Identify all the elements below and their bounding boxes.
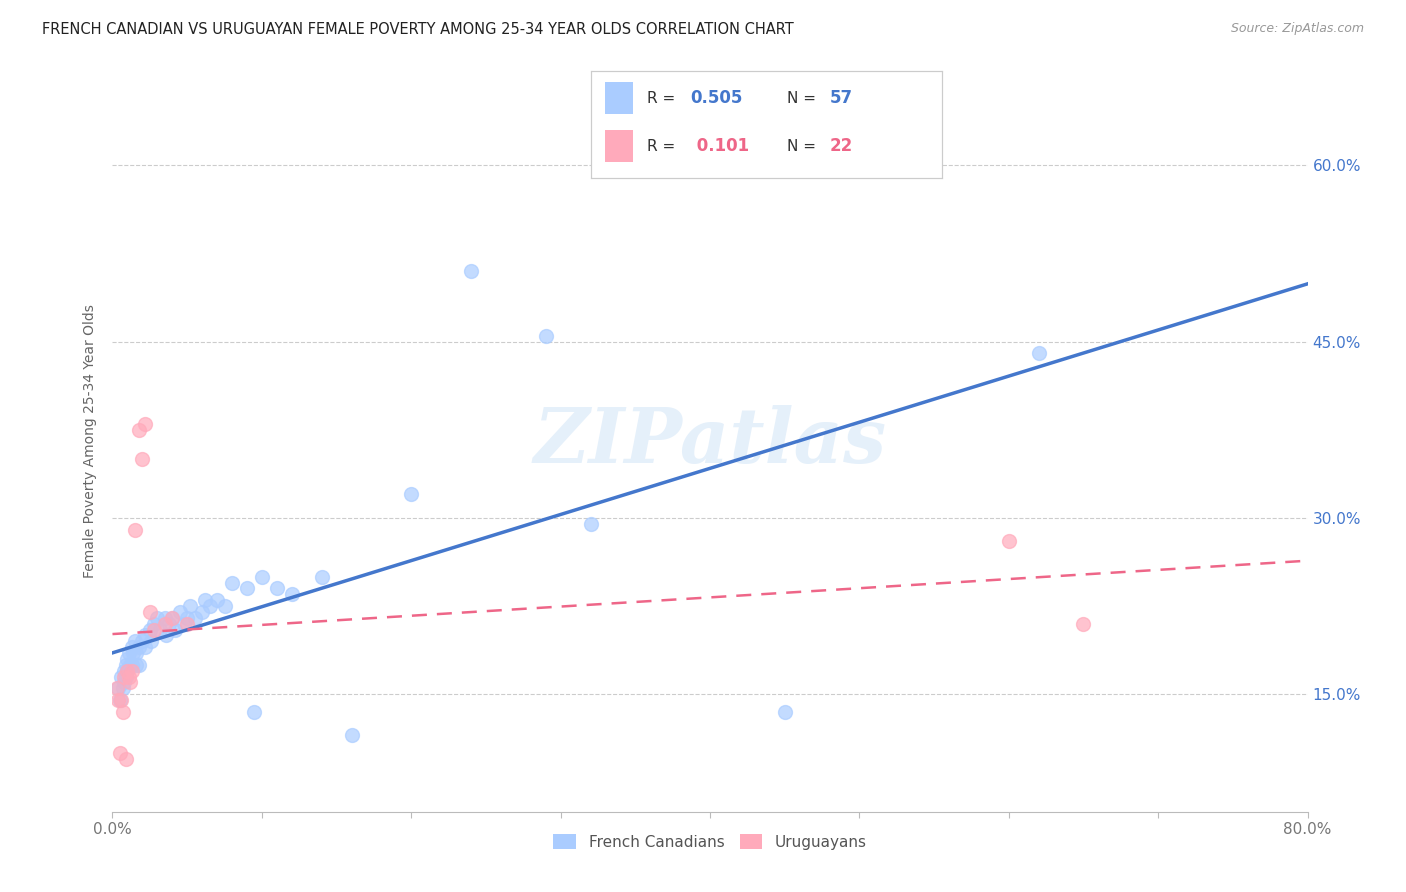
Point bbox=[155, 628, 177, 642]
Point bbox=[250, 570, 273, 584]
Bar bbox=[605, 82, 633, 114]
Point bbox=[110, 669, 132, 683]
Text: Source: ZipAtlas.com: Source: ZipAtlas.com bbox=[1230, 22, 1364, 36]
Point bbox=[117, 652, 139, 666]
Point bbox=[183, 611, 205, 625]
Point bbox=[236, 582, 259, 596]
Point bbox=[107, 693, 129, 707]
Point bbox=[1028, 346, 1050, 360]
Point bbox=[179, 599, 201, 613]
Point bbox=[122, 646, 145, 660]
Text: R =: R = bbox=[647, 139, 681, 153]
Point bbox=[118, 669, 141, 683]
Point bbox=[139, 605, 162, 619]
Text: 0.101: 0.101 bbox=[690, 137, 749, 155]
Point bbox=[176, 616, 198, 631]
Point bbox=[131, 634, 153, 648]
Point bbox=[128, 640, 150, 655]
Text: N =: N = bbox=[787, 91, 821, 105]
Text: ZIPatlas: ZIPatlas bbox=[533, 405, 887, 478]
Point bbox=[534, 328, 557, 343]
Point bbox=[117, 664, 139, 678]
Point bbox=[460, 264, 482, 278]
Point bbox=[1073, 616, 1095, 631]
Point bbox=[176, 611, 198, 625]
Point bbox=[340, 728, 363, 742]
Point bbox=[124, 634, 146, 648]
Point bbox=[221, 575, 243, 590]
Point bbox=[120, 675, 142, 690]
Point bbox=[108, 693, 131, 707]
Point bbox=[121, 640, 143, 655]
Point bbox=[214, 599, 236, 613]
Point bbox=[205, 593, 228, 607]
Point bbox=[191, 605, 214, 619]
Point bbox=[311, 570, 333, 584]
Point bbox=[118, 646, 141, 660]
Point bbox=[111, 681, 134, 696]
Point bbox=[114, 664, 135, 678]
Point bbox=[169, 605, 191, 619]
Point bbox=[173, 616, 195, 631]
Point bbox=[149, 623, 172, 637]
Point bbox=[120, 657, 142, 672]
Text: 57: 57 bbox=[830, 89, 852, 107]
Point bbox=[115, 657, 138, 672]
Point bbox=[131, 452, 153, 467]
Point bbox=[401, 487, 423, 501]
Text: 22: 22 bbox=[830, 137, 853, 155]
Point bbox=[125, 646, 148, 660]
Point bbox=[157, 616, 180, 631]
Text: FRENCH CANADIAN VS URUGUAYAN FEMALE POVERTY AMONG 25-34 YEAR OLDS CORRELATION CH: FRENCH CANADIAN VS URUGUAYAN FEMALE POVE… bbox=[42, 22, 794, 37]
Point bbox=[121, 657, 143, 672]
Point bbox=[153, 616, 176, 631]
Point bbox=[134, 628, 156, 642]
Point bbox=[107, 681, 129, 696]
Point bbox=[139, 623, 162, 637]
Point bbox=[117, 664, 139, 678]
Point bbox=[146, 611, 169, 625]
Point bbox=[114, 675, 135, 690]
Y-axis label: Female Poverty Among 25-34 Year Olds: Female Poverty Among 25-34 Year Olds bbox=[83, 304, 97, 579]
Point bbox=[998, 534, 1021, 549]
Point bbox=[114, 669, 135, 683]
Point bbox=[121, 664, 143, 678]
Point bbox=[773, 705, 796, 719]
Text: N =: N = bbox=[787, 139, 821, 153]
Point bbox=[134, 417, 156, 431]
Point bbox=[141, 634, 163, 648]
Point bbox=[162, 611, 183, 625]
Point bbox=[281, 587, 304, 601]
Point bbox=[153, 611, 176, 625]
Point bbox=[124, 523, 146, 537]
Point bbox=[128, 423, 150, 437]
Point bbox=[115, 752, 138, 766]
Point bbox=[266, 582, 288, 596]
Point bbox=[143, 616, 166, 631]
Point bbox=[125, 657, 148, 672]
Point bbox=[111, 705, 134, 719]
Point bbox=[165, 623, 187, 637]
Point bbox=[108, 746, 131, 760]
Text: 0.505: 0.505 bbox=[690, 89, 744, 107]
Point bbox=[115, 669, 138, 683]
Point bbox=[194, 593, 217, 607]
Point bbox=[579, 516, 602, 531]
Point bbox=[243, 705, 266, 719]
Point bbox=[128, 657, 150, 672]
Point bbox=[162, 611, 183, 625]
Point bbox=[143, 623, 166, 637]
Point bbox=[105, 681, 128, 696]
Point bbox=[198, 599, 221, 613]
Text: R =: R = bbox=[647, 91, 681, 105]
Point bbox=[110, 693, 132, 707]
Bar bbox=[605, 130, 633, 162]
Legend: French Canadians, Uruguayans: French Canadians, Uruguayans bbox=[547, 828, 873, 856]
Point bbox=[134, 640, 156, 655]
